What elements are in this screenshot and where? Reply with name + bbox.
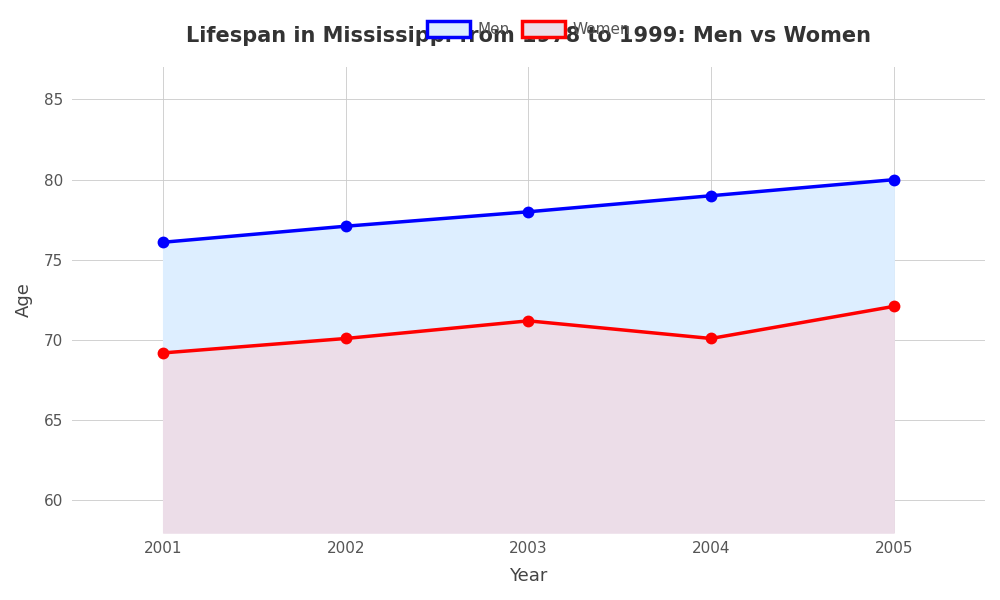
- X-axis label: Year: Year: [509, 567, 548, 585]
- Legend: Men, Women: Men, Women: [421, 14, 636, 43]
- Title: Lifespan in Mississippi from 1978 to 1999: Men vs Women: Lifespan in Mississippi from 1978 to 199…: [186, 26, 871, 46]
- Y-axis label: Age: Age: [15, 283, 33, 317]
